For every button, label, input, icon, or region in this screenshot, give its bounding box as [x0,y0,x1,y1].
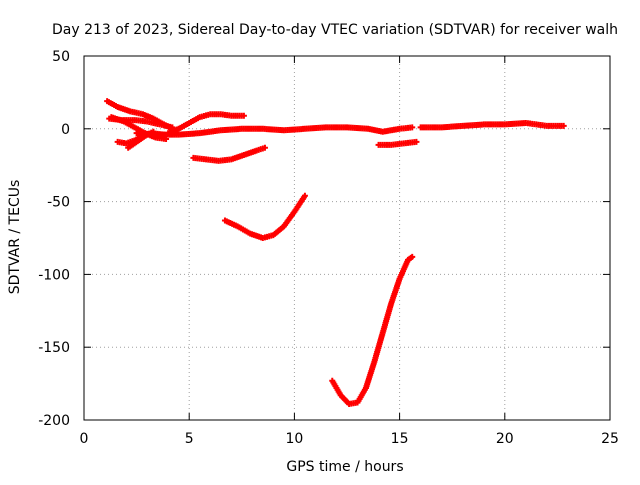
series-deep-u [329,253,416,407]
series-short-segment [375,138,420,148]
series-upper-bump [165,111,247,137]
grid [84,56,610,420]
data-point [150,128,157,135]
data-point [261,144,268,151]
x-axis-label: GPS time / hours [286,459,403,475]
chart-title: Day 213 of 2023, Sidereal Day-to-day VTE… [52,22,618,38]
y-tick-label: -50 [47,195,70,211]
data-point [409,124,416,131]
data-point [160,131,167,138]
x-tick-label: 25 [601,431,619,447]
x-tick-label: 20 [496,431,514,447]
data-point [240,112,247,119]
x-tick-label: 0 [80,431,89,447]
data-point [169,124,176,131]
y-tick-label: 0 [61,122,70,138]
y-axis-label: SDTVAR / TECUs [7,180,23,295]
plot-frame [83,55,611,421]
x-tick-label: 15 [391,431,409,447]
series-late-baseline [417,119,567,131]
axis-ticks: 0 5 10 15 20 25 -200 -150 -100 -50 0 50 [38,49,619,447]
data-point [413,138,420,145]
data-series [104,98,567,407]
y-tick-label: -150 [38,340,70,356]
x-tick-label: 10 [285,431,303,447]
series-left-lower [125,128,157,151]
data-point [301,192,308,199]
y-tick-label: 50 [52,49,70,65]
data-point [409,253,416,260]
y-tick-label: -100 [38,267,70,283]
y-tick-label: -200 [38,413,70,429]
series-u-curve [221,192,308,241]
data-point [163,135,170,142]
series-sag [190,144,268,164]
x-tick-label: 5 [185,431,194,447]
data-point [560,122,567,129]
